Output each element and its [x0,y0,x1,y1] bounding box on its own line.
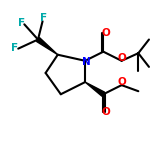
Text: N: N [81,57,90,67]
Text: O: O [117,53,126,63]
Text: F: F [11,43,18,53]
Text: O: O [102,107,111,117]
Text: F: F [18,18,25,28]
Text: O: O [117,77,126,87]
Text: O: O [102,28,111,38]
Text: F: F [40,13,47,23]
Polygon shape [36,38,58,55]
Polygon shape [85,82,105,96]
